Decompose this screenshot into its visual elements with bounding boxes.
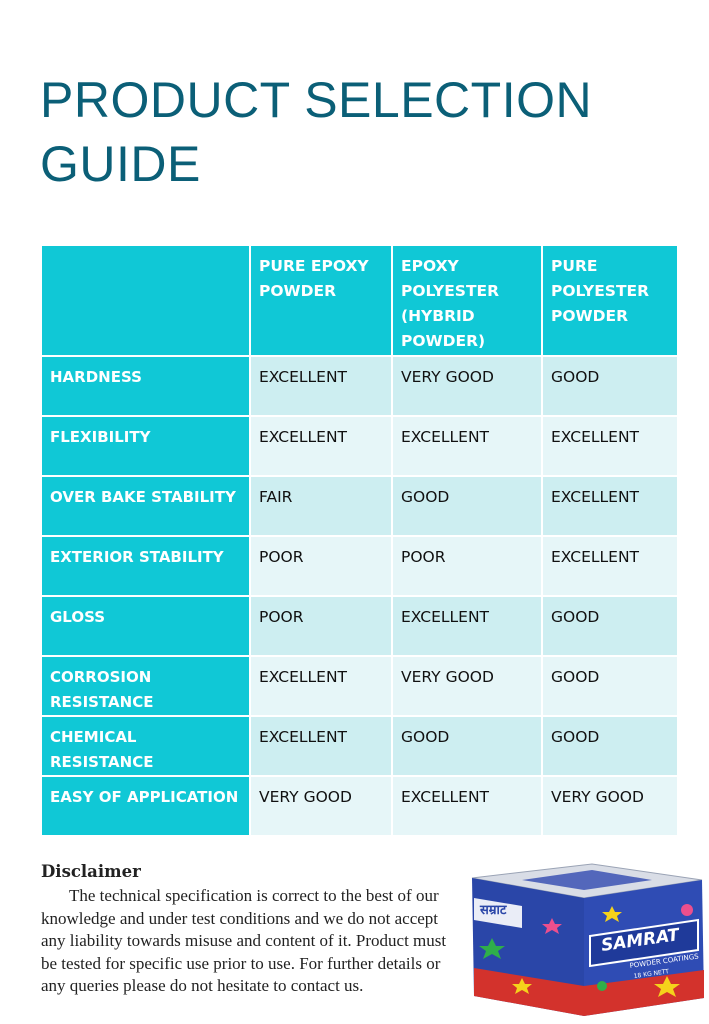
table-cell: EXCELLENT bbox=[541, 415, 679, 477]
disclaimer-text: The technical specification is correct t… bbox=[41, 886, 447, 995]
table-cell: VERY GOOD bbox=[541, 775, 679, 837]
table-cell: POOR bbox=[249, 535, 393, 597]
row-label: FLEXIBILITY bbox=[40, 415, 251, 477]
table-cell: EXCELLENT bbox=[391, 775, 543, 837]
table-cell: GOOD bbox=[541, 715, 679, 777]
header-pure-polyester: PURE POLYESTER POWDER bbox=[541, 244, 679, 357]
disclaimer-heading: Disclaimer bbox=[41, 862, 141, 881]
table-row: HARDNESS EXCELLENT VERY GOOD GOOD bbox=[40, 355, 679, 417]
product-selection-table: PURE EPOXY POWDER EPOXY POLYESTER (HYBRI… bbox=[40, 244, 679, 837]
table-cell: EXCELLENT bbox=[541, 475, 679, 537]
table-cell: GOOD bbox=[391, 715, 543, 777]
title-line-2: GUIDE bbox=[40, 136, 201, 192]
header-pure-epoxy: PURE EPOXY POWDER bbox=[249, 244, 393, 357]
row-label: GLOSS bbox=[40, 595, 251, 657]
table-cell: GOOD bbox=[541, 355, 679, 417]
table-row: OVER BAKE STABILITY FAIR GOOD EXCELLENT bbox=[40, 475, 679, 537]
table-cell: POOR bbox=[391, 535, 543, 597]
table-row: EASY OF APPLICATION VERY GOOD EXCELLENT … bbox=[40, 775, 679, 837]
table-cell: EXCELLENT bbox=[391, 415, 543, 477]
table-row: FLEXIBILITY EXCELLENT EXCELLENT EXCELLEN… bbox=[40, 415, 679, 477]
table-cell: EXCELLENT bbox=[249, 715, 393, 777]
row-label: HARDNESS bbox=[40, 355, 251, 417]
row-label: CORROSION RESISTANCE bbox=[40, 655, 251, 717]
table-cell: GOOD bbox=[541, 595, 679, 657]
table-cell: EXCELLENT bbox=[391, 595, 543, 657]
header-empty-cell bbox=[40, 244, 251, 357]
table-cell: EXCELLENT bbox=[249, 355, 393, 417]
row-label: EASY OF APPLICATION bbox=[40, 775, 251, 837]
header-epoxy-polyester: EPOXY POLYESTER (HYBRID POWDER) bbox=[391, 244, 543, 357]
samrat-box-illustration: सम्राट SAMRAT POWDER COATINGS 18 KG NETT bbox=[471, 863, 704, 1016]
table-header-row: PURE EPOXY POWDER EPOXY POLYESTER (HYBRI… bbox=[40, 244, 679, 357]
table-row: CORROSION RESISTANCE EXCELLENT VERY GOOD… bbox=[40, 655, 679, 717]
svg-text:सम्राट: सम्राट bbox=[479, 903, 507, 918]
table-cell: VERY GOOD bbox=[391, 655, 543, 717]
row-label: OVER BAKE STABILITY bbox=[40, 475, 251, 537]
page-title: PRODUCT SELECTION GUIDE bbox=[40, 68, 600, 196]
table-cell: POOR bbox=[249, 595, 393, 657]
title-line-1: PRODUCT SELECTION bbox=[40, 72, 593, 128]
table-cell: GOOD bbox=[541, 655, 679, 717]
table-cell: VERY GOOD bbox=[249, 775, 393, 837]
svg-text:18 KG NETT: 18 KG NETT bbox=[633, 968, 669, 980]
table-cell: FAIR bbox=[249, 475, 393, 537]
table-row: GLOSS POOR EXCELLENT GOOD bbox=[40, 595, 679, 657]
table-cell: EXCELLENT bbox=[249, 415, 393, 477]
row-label: EXTERIOR STABILITY bbox=[40, 535, 251, 597]
table-cell: GOOD bbox=[391, 475, 543, 537]
row-label: CHEMICAL RESISTANCE bbox=[40, 715, 251, 777]
table-row: CHEMICAL RESISTANCE EXCELLENT GOOD GOOD bbox=[40, 715, 679, 777]
table-row: EXTERIOR STABILITY POOR POOR EXCELLENT bbox=[40, 535, 679, 597]
table-cell: EXCELLENT bbox=[249, 655, 393, 717]
product-box-image: सम्राट SAMRAT POWDER COATINGS 18 KG NETT bbox=[462, 858, 706, 1018]
table-cell: VERY GOOD bbox=[391, 355, 543, 417]
table-cell: EXCELLENT bbox=[541, 535, 679, 597]
